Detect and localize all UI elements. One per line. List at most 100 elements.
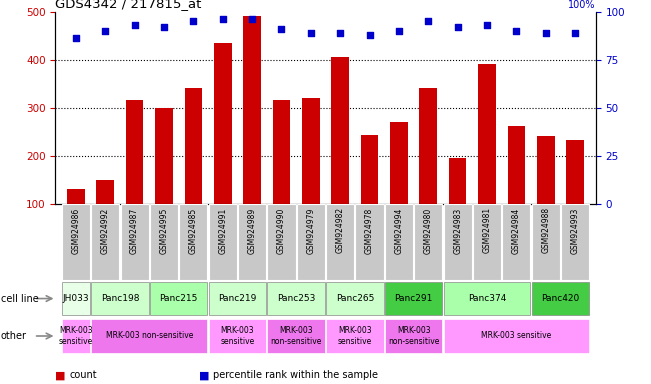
Text: GSM924988: GSM924988 (541, 207, 550, 253)
Point (276, 26, 286, 32)
Text: other: other (1, 331, 27, 341)
Text: Panc215: Panc215 (159, 294, 198, 303)
Bar (355, 204, 383, 280)
Bar (120, 204, 148, 280)
Point (394, 28, 404, 34)
Bar (385, 319, 443, 353)
Bar (419, 88, 437, 252)
Bar (62, 282, 90, 315)
Text: Panc198: Panc198 (101, 294, 139, 303)
Bar (443, 319, 589, 353)
Point (305, 30, 316, 36)
Text: GSM924980: GSM924980 (424, 207, 433, 253)
Point (71, 35, 81, 41)
Bar (385, 282, 443, 315)
Point (570, 30, 580, 36)
Bar (326, 204, 354, 280)
Bar (508, 126, 525, 252)
Text: ■: ■ (55, 370, 66, 380)
Bar (243, 16, 261, 252)
Text: GSM924986: GSM924986 (72, 207, 80, 253)
Bar (208, 282, 266, 315)
Bar (361, 136, 378, 252)
Point (100, 28, 111, 34)
Text: Panc253: Panc253 (277, 294, 315, 303)
Point (540, 30, 551, 36)
Point (511, 28, 521, 34)
Bar (208, 319, 266, 353)
Text: GSM924993: GSM924993 (571, 207, 579, 254)
Text: Panc420: Panc420 (541, 294, 579, 303)
Bar (150, 204, 178, 280)
Bar (561, 204, 589, 280)
Text: GSM924981: GSM924981 (482, 207, 492, 253)
Text: ■: ■ (199, 370, 209, 380)
Bar (532, 204, 560, 280)
Text: MRK-003
non-sensitive: MRK-003 non-sensitive (270, 326, 322, 346)
Text: GDS4342 / 217815_at: GDS4342 / 217815_at (55, 0, 202, 10)
Text: GSM924978: GSM924978 (365, 207, 374, 253)
Text: GSM924995: GSM924995 (159, 207, 169, 254)
Text: GSM924990: GSM924990 (277, 207, 286, 254)
Text: GSM924991: GSM924991 (218, 207, 227, 253)
Bar (443, 204, 472, 280)
Bar (91, 204, 119, 280)
Bar (385, 204, 413, 280)
Text: MRK-003
sensitive: MRK-003 sensitive (59, 326, 93, 346)
Text: 100%: 100% (568, 0, 596, 10)
Bar (268, 319, 325, 353)
Bar (414, 204, 443, 280)
Bar (268, 204, 296, 280)
Bar (273, 100, 290, 252)
Point (365, 31, 375, 38)
Point (217, 16, 228, 22)
Bar (150, 282, 208, 315)
Bar (268, 282, 325, 315)
Bar (449, 158, 467, 252)
Text: MRK-003
non-sensitive: MRK-003 non-sensitive (388, 326, 439, 346)
Text: count: count (70, 370, 97, 380)
Text: GSM924984: GSM924984 (512, 207, 521, 253)
Bar (91, 319, 208, 353)
Bar (67, 189, 85, 252)
Text: JH033: JH033 (62, 294, 89, 303)
Text: MRK-003 non-sensitive: MRK-003 non-sensitive (105, 331, 193, 341)
Point (423, 18, 434, 24)
Point (482, 22, 492, 28)
Bar (566, 140, 584, 252)
Text: Panc219: Panc219 (218, 294, 256, 303)
Text: GSM924983: GSM924983 (453, 207, 462, 253)
Text: GSM924992: GSM924992 (101, 207, 110, 253)
Text: Panc265: Panc265 (336, 294, 374, 303)
Bar (297, 204, 325, 280)
Bar (208, 204, 237, 280)
Text: GSM924979: GSM924979 (307, 207, 315, 254)
Text: percentile rank within the sample: percentile rank within the sample (213, 370, 378, 380)
Bar (62, 319, 90, 353)
Bar (91, 282, 148, 315)
Bar (503, 204, 531, 280)
Bar (390, 122, 408, 252)
Bar (443, 282, 531, 315)
Text: GSM924987: GSM924987 (130, 207, 139, 253)
Point (452, 24, 463, 30)
Bar (155, 108, 173, 252)
Bar (62, 204, 90, 280)
Point (247, 16, 257, 22)
Text: GSM924994: GSM924994 (395, 207, 404, 254)
Text: Panc291: Panc291 (395, 294, 433, 303)
Text: cell line: cell line (1, 293, 38, 304)
Text: MRK-003
sensitive: MRK-003 sensitive (220, 326, 255, 346)
Bar (126, 100, 143, 252)
Bar (184, 88, 202, 252)
Bar (214, 43, 232, 252)
Bar (238, 204, 266, 280)
Bar (179, 204, 208, 280)
Text: MRK-003 sensitive: MRK-003 sensitive (481, 331, 551, 341)
Text: MRK-003
sensitive: MRK-003 sensitive (338, 326, 372, 346)
Bar (302, 98, 320, 252)
Bar (331, 57, 349, 252)
Text: Panc374: Panc374 (468, 294, 506, 303)
Bar (473, 204, 501, 280)
Text: GSM924985: GSM924985 (189, 207, 198, 253)
